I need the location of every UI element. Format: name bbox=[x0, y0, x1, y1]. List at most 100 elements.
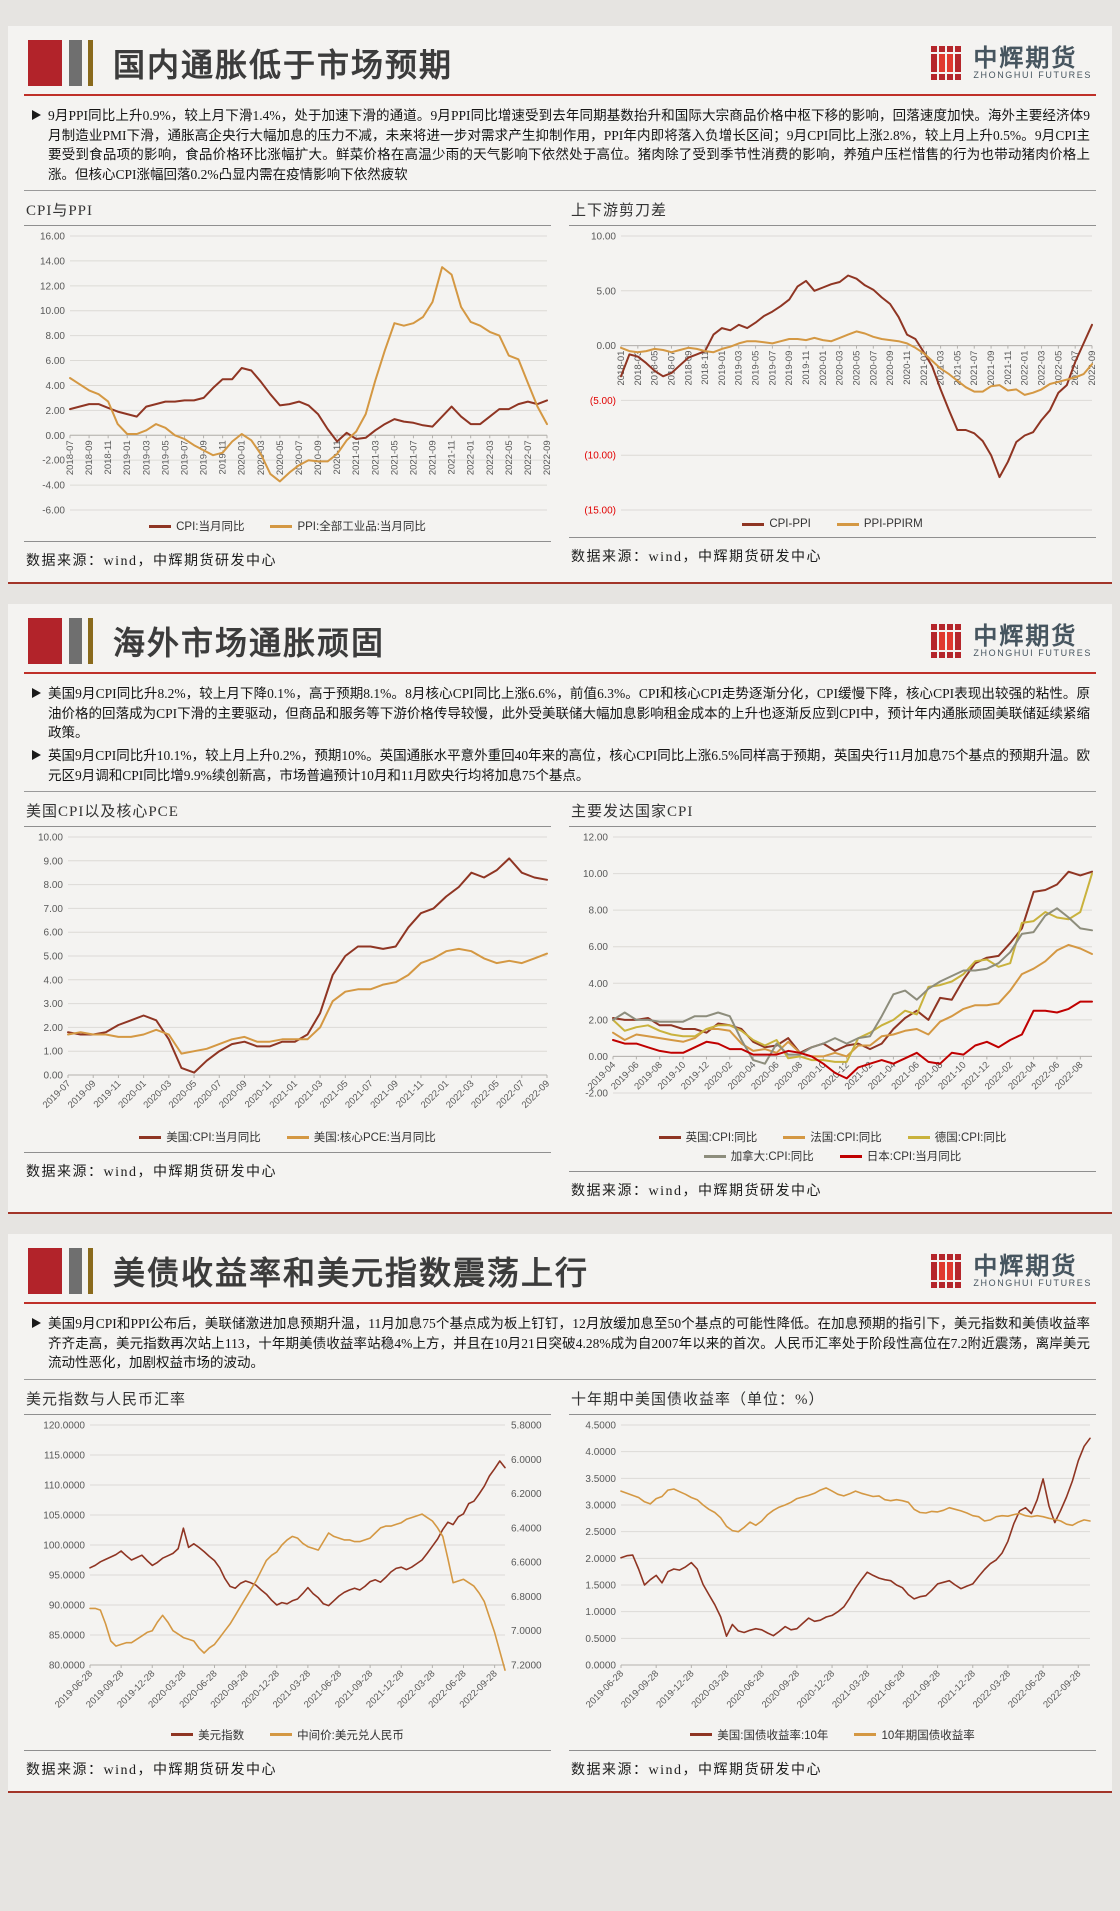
data-source: 数据来源：wind，中辉期货研发中心 bbox=[569, 1171, 1096, 1212]
header-gray-square bbox=[69, 1248, 82, 1295]
svg-text:2021-11: 2021-11 bbox=[1003, 351, 1014, 385]
legend-label: PPI-PPIRM bbox=[863, 518, 923, 531]
svg-text:2018-03: 2018-03 bbox=[633, 351, 644, 386]
line-chart: 10.00 5.00 0.00 (5.00) (10.00) (15.00) 2018-01… bbox=[569, 228, 1098, 518]
svg-text:2.00: 2.00 bbox=[44, 1023, 64, 1034]
svg-text:2022-01: 2022-01 bbox=[1020, 351, 1031, 386]
bullet-text: 英国9月CPI同比升10.1%，较上月上升0.2%，预期10%。英国通胀水平意外… bbox=[48, 747, 1090, 783]
svg-text:6.6000: 6.6000 bbox=[511, 1557, 542, 1568]
chart-panel-scissors-gap: 上下游剪刀差 10.00 5.00 0.00 (5.00) (10.00) (15.00)… bbox=[569, 191, 1098, 582]
chart-panel-10y-yields: 十年期中美国债收益率（单位：%） 4.5000 4.0000 3.5000 3.000… bbox=[569, 1380, 1096, 1791]
svg-text:(5.00): (5.00) bbox=[590, 396, 616, 407]
bullet-item: 英国9月CPI同比升10.1%，较上月上升0.2%，预期10%。英国通胀水平意外… bbox=[30, 746, 1090, 785]
svg-text:1.5000: 1.5000 bbox=[585, 1580, 616, 1591]
legend-label: 法国:CPI:同比 bbox=[810, 1132, 882, 1145]
svg-text:7.0000: 7.0000 bbox=[511, 1626, 542, 1637]
svg-text:80.0000: 80.0000 bbox=[49, 1660, 86, 1671]
slide-header: 海外市场通胀顽固 中辉期货 ZHONGHUI FUTURES bbox=[24, 608, 1096, 675]
svg-text:6.0000: 6.0000 bbox=[511, 1455, 542, 1466]
slide-domestic-inflation: 国内通胀低于市场预期 中辉期货 ZHONGHUI FUTURES 9月PPI同比… bbox=[8, 26, 1112, 585]
brand-logo: 中辉期货 ZHONGHUI FUTURES bbox=[931, 624, 1092, 659]
svg-text:4.00: 4.00 bbox=[46, 381, 66, 392]
svg-text:0.00: 0.00 bbox=[597, 341, 617, 352]
brand-text: 中辉期货 ZHONGHUI FUTURES bbox=[973, 45, 1092, 81]
svg-text:12.00: 12.00 bbox=[40, 282, 65, 293]
svg-text:8.00: 8.00 bbox=[44, 880, 64, 891]
svg-text:12.00: 12.00 bbox=[583, 833, 608, 844]
slide-header: 美债收益率和美元指数震荡上行 中辉期货 ZHONGHUI FUTURES bbox=[24, 1238, 1096, 1305]
chart-legend: 美国:CPI:当月同比 美国:核心PCE:当月同比 bbox=[68, 1129, 508, 1145]
svg-text:2022-07: 2022-07 bbox=[523, 441, 534, 476]
svg-text:2022-05: 2022-05 bbox=[504, 441, 515, 476]
svg-text:2021-09: 2021-09 bbox=[368, 1078, 400, 1110]
svg-text:120.0000: 120.0000 bbox=[43, 1420, 85, 1431]
svg-text:2019-03: 2019-03 bbox=[734, 351, 745, 386]
legend-marker bbox=[658, 1135, 681, 1139]
bullet-item: 美国9月CPI和PPI公布后，美联储激进加息预期升温，11月加息75个基点成为板… bbox=[30, 1314, 1090, 1373]
arrow-bullet-icon bbox=[32, 749, 41, 760]
data-source: 数据来源：wind，中辉期货研发中心 bbox=[569, 537, 1096, 578]
legend-marker bbox=[149, 524, 172, 528]
legend-marker bbox=[836, 522, 859, 526]
legend-item: 英国:CPI:同比 bbox=[658, 1129, 757, 1145]
svg-text:1.00: 1.00 bbox=[44, 1047, 64, 1058]
legend-item: PPI-PPIRM bbox=[836, 518, 923, 531]
svg-text:6.00: 6.00 bbox=[589, 942, 609, 953]
svg-text:16.00: 16.00 bbox=[40, 232, 65, 243]
brand-name-en: ZHONGHUI FUTURES bbox=[973, 1277, 1092, 1288]
legend-item: 德国:CPI:同比 bbox=[907, 1129, 1006, 1145]
svg-text:2022-09: 2022-09 bbox=[542, 441, 553, 476]
svg-text:4.00: 4.00 bbox=[589, 979, 609, 990]
svg-text:2022-05: 2022-05 bbox=[1053, 351, 1064, 386]
svg-text:6.00: 6.00 bbox=[44, 928, 64, 939]
svg-text:0.0000: 0.0000 bbox=[585, 1660, 616, 1671]
legend-label: CPI-PPI bbox=[769, 518, 811, 531]
svg-text:2018-01: 2018-01 bbox=[616, 351, 627, 386]
svg-text:2021-03: 2021-03 bbox=[370, 441, 381, 476]
chart-panel-developed-cpi: 主要发达国家CPI 12.00 10.00 8.00 6.00 4.00 2.00 0.00… bbox=[569, 792, 1096, 1212]
svg-text:5.00: 5.00 bbox=[597, 287, 617, 298]
svg-text:2019-07: 2019-07 bbox=[767, 351, 778, 386]
svg-text:2020-03: 2020-03 bbox=[835, 351, 846, 386]
legend-item: 美国:国债收益率:10年 bbox=[690, 1727, 828, 1743]
svg-text:105.0000: 105.0000 bbox=[43, 1510, 85, 1521]
svg-text:2019-01: 2019-01 bbox=[122, 441, 133, 476]
svg-text:0.00: 0.00 bbox=[44, 1071, 64, 1082]
brand-text: 中辉期货 ZHONGHUI FUTURES bbox=[973, 1254, 1092, 1289]
svg-text:2021-05: 2021-05 bbox=[952, 351, 963, 386]
legend-label: 美国:CPI:当月同比 bbox=[166, 1132, 261, 1145]
legend-item: 美元指数 bbox=[171, 1727, 244, 1743]
svg-text:6.2000: 6.2000 bbox=[511, 1489, 542, 1500]
svg-text:2022-01: 2022-01 bbox=[466, 441, 477, 476]
chart-title: 上下游剪刀差 bbox=[569, 193, 1096, 227]
data-source: 数据来源：wind，中辉期货研发中心 bbox=[569, 1749, 1096, 1791]
line-chart: 120.0000 115.0000 110.0000 105.0000 100.0000… bbox=[24, 1417, 551, 1727]
svg-text:2018-09: 2018-09 bbox=[683, 351, 694, 386]
legend-marker bbox=[690, 1733, 713, 1737]
line-chart: 4.5000 4.0000 3.5000 3.0000 2.5000 2.0000 1.50… bbox=[569, 1417, 1096, 1727]
arrow-bullet-icon bbox=[32, 688, 41, 699]
svg-text:1.0000: 1.0000 bbox=[585, 1607, 616, 1618]
bullet-list: 9月PPI同比上升0.9%，较上月下滑1.4%，处于加速下滑的通道。9月PPI同… bbox=[30, 106, 1090, 184]
svg-text:2018-05: 2018-05 bbox=[650, 351, 661, 386]
line-chart: 16.00 14.00 12.00 10.00 8.00 6.00 4.00 2.00 0.00… bbox=[24, 228, 553, 518]
brand-name: 中辉期货 bbox=[973, 622, 1078, 650]
brand-logo-icon bbox=[931, 1254, 962, 1289]
slide-header: 国内通胀低于市场预期 中辉期货 ZHONGHUI FUTURES bbox=[24, 30, 1096, 96]
svg-text:2019-05: 2019-05 bbox=[160, 441, 171, 476]
svg-text:2022-09-28: 2022-09-28 bbox=[1041, 1668, 1083, 1710]
svg-text:85.0000: 85.0000 bbox=[49, 1630, 86, 1641]
data-source: 数据来源：wind，中辉期货研发中心 bbox=[24, 1749, 551, 1791]
chart-title: 美国CPI以及核心PCE bbox=[24, 794, 551, 828]
page-title: 美债收益率和美元指数震荡上行 bbox=[113, 1255, 590, 1292]
chart-legend: 美元指数 中间价:美元兑人民币 bbox=[68, 1727, 508, 1743]
charts-row: 美元指数与人民币汇率 120.0000 115.0000 110.0000 105.0… bbox=[24, 1378, 1096, 1791]
svg-text:-2.00: -2.00 bbox=[42, 456, 65, 467]
svg-text:2021-07: 2021-07 bbox=[969, 351, 980, 386]
header-gold-bar bbox=[88, 1248, 93, 1295]
legend-item: 美国:CPI:当月同比 bbox=[139, 1129, 261, 1145]
legend-item: 日本:CPI:当月同比 bbox=[839, 1148, 961, 1164]
chart-title: CPI与PPI bbox=[24, 193, 551, 227]
svg-text:7.2000: 7.2000 bbox=[511, 1660, 542, 1671]
svg-text:2019-09: 2019-09 bbox=[199, 441, 210, 476]
